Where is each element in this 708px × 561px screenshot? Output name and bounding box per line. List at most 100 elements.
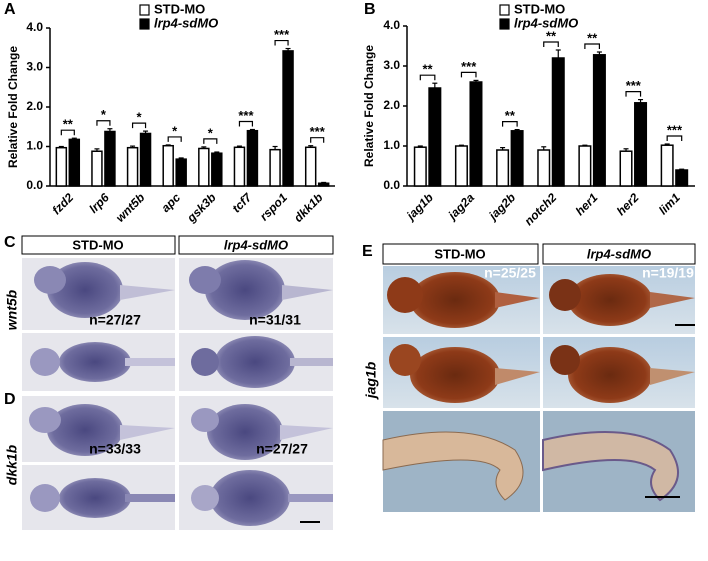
significance-label: * [101,107,107,122]
significance-label: *** [626,78,642,93]
embryo-images [382,266,695,512]
y-tick-label: 4.0 [383,18,400,32]
x-tick-label: rspo1 [257,190,290,223]
bar [510,130,524,187]
significance-bracket [167,136,182,142]
bar [55,146,68,187]
y-axis-label: Relative Fold Change [6,46,20,168]
panel-label: D [4,391,16,408]
y-axis-label: Relative Fold Change [362,45,376,167]
x-tick-label: jag2a [444,190,477,223]
significance-label: ** [546,28,557,43]
significance-bracket [131,122,147,129]
significance-bracket [310,137,325,143]
count-label: n=33/33 [89,441,141,457]
significance-label: ** [505,108,516,123]
significance-label: * [208,125,214,140]
bar [469,81,483,187]
significance-bracket [666,135,683,141]
bar [496,149,510,187]
gene-label: wnt5b [4,289,20,330]
x-tick-label: her2 [614,190,642,218]
bar [269,148,281,187]
y-tick-label: 2.0 [26,99,43,113]
x-tick-label: lim1 [656,190,683,217]
significance-bracket [419,74,436,81]
bar [537,149,551,187]
x-tick-label: notch2 [522,190,560,228]
significance-label: *** [274,27,290,42]
bar [126,146,139,187]
panel-label: B [364,1,376,18]
significance-label: *** [310,124,326,139]
significance-bracket [274,39,289,46]
significance-label: * [137,110,143,125]
x-tick-label: wnt5b [113,190,147,224]
significance-label: ** [63,117,74,132]
x-tick-label: jag2b [485,190,518,223]
bar [282,50,294,187]
y-tick-label: 0.0 [26,178,43,192]
count-label: n=27/27 [89,312,141,328]
significance-bracket [543,41,559,47]
significance-bracket [203,138,218,144]
header-box [542,243,696,265]
column-header: STD-MO [434,246,485,261]
legend-label: STD-MO [154,1,205,16]
count-label: n=25/25 [484,265,536,281]
bar [198,147,210,187]
bar [68,138,81,187]
x-tick-label: fzd2 [49,190,76,217]
x-tick-label: gsk3b [184,190,219,225]
x-tick-label: apc [159,190,184,215]
significance-bracket [96,120,111,126]
count-label: n=27/27 [256,441,308,457]
legend-label: lrp4-sdMO [154,15,218,30]
bar [162,144,174,187]
gene-label: jag1b [363,361,379,400]
significance-label: *** [461,59,477,74]
bar [304,146,317,187]
significance-bracket [625,91,642,97]
y-tick-label: 1.0 [383,138,400,152]
significance-label: ** [423,62,434,77]
column-header: STD-MO [72,237,123,252]
bar [104,130,116,187]
bar [91,150,103,187]
significance-label: *** [667,122,683,137]
significance-bracket [501,121,518,127]
y-tick-label: 4.0 [26,20,43,34]
bar [660,144,674,187]
embryo-images [22,258,333,530]
column-header: lrp4-sdMO [587,246,651,261]
x-tick-label: dkk1b [291,190,325,224]
significance-bracket [584,43,601,49]
bar [233,146,246,187]
significance-label: * [172,123,178,138]
bar [317,182,330,187]
x-tick-label: her1 [573,190,601,218]
bar [675,169,689,187]
bar [139,132,152,187]
significance-bracket [238,120,254,127]
y-tick-label: 3.0 [26,60,43,74]
legend-label: lrp4-sdMO [514,15,578,30]
bar [246,129,259,187]
bar [592,54,606,187]
bar [175,158,187,187]
gene-label: dkk1b [4,444,20,485]
header-box [382,243,539,265]
bar [413,146,427,187]
y-tick-label: 0.0 [383,178,400,192]
bar [454,145,468,187]
legend-swatch [499,18,510,30]
legend-label: STD-MO [514,1,565,16]
legend-swatch [499,4,510,16]
significance-label: ** [587,30,598,45]
panel-label: C [4,234,16,251]
x-tick-label: tcf7 [229,190,255,216]
bar [551,57,565,187]
legend-swatch [139,4,150,16]
y-tick-label: 2.0 [383,98,400,112]
x-tick-label: lrp6 [86,190,112,216]
